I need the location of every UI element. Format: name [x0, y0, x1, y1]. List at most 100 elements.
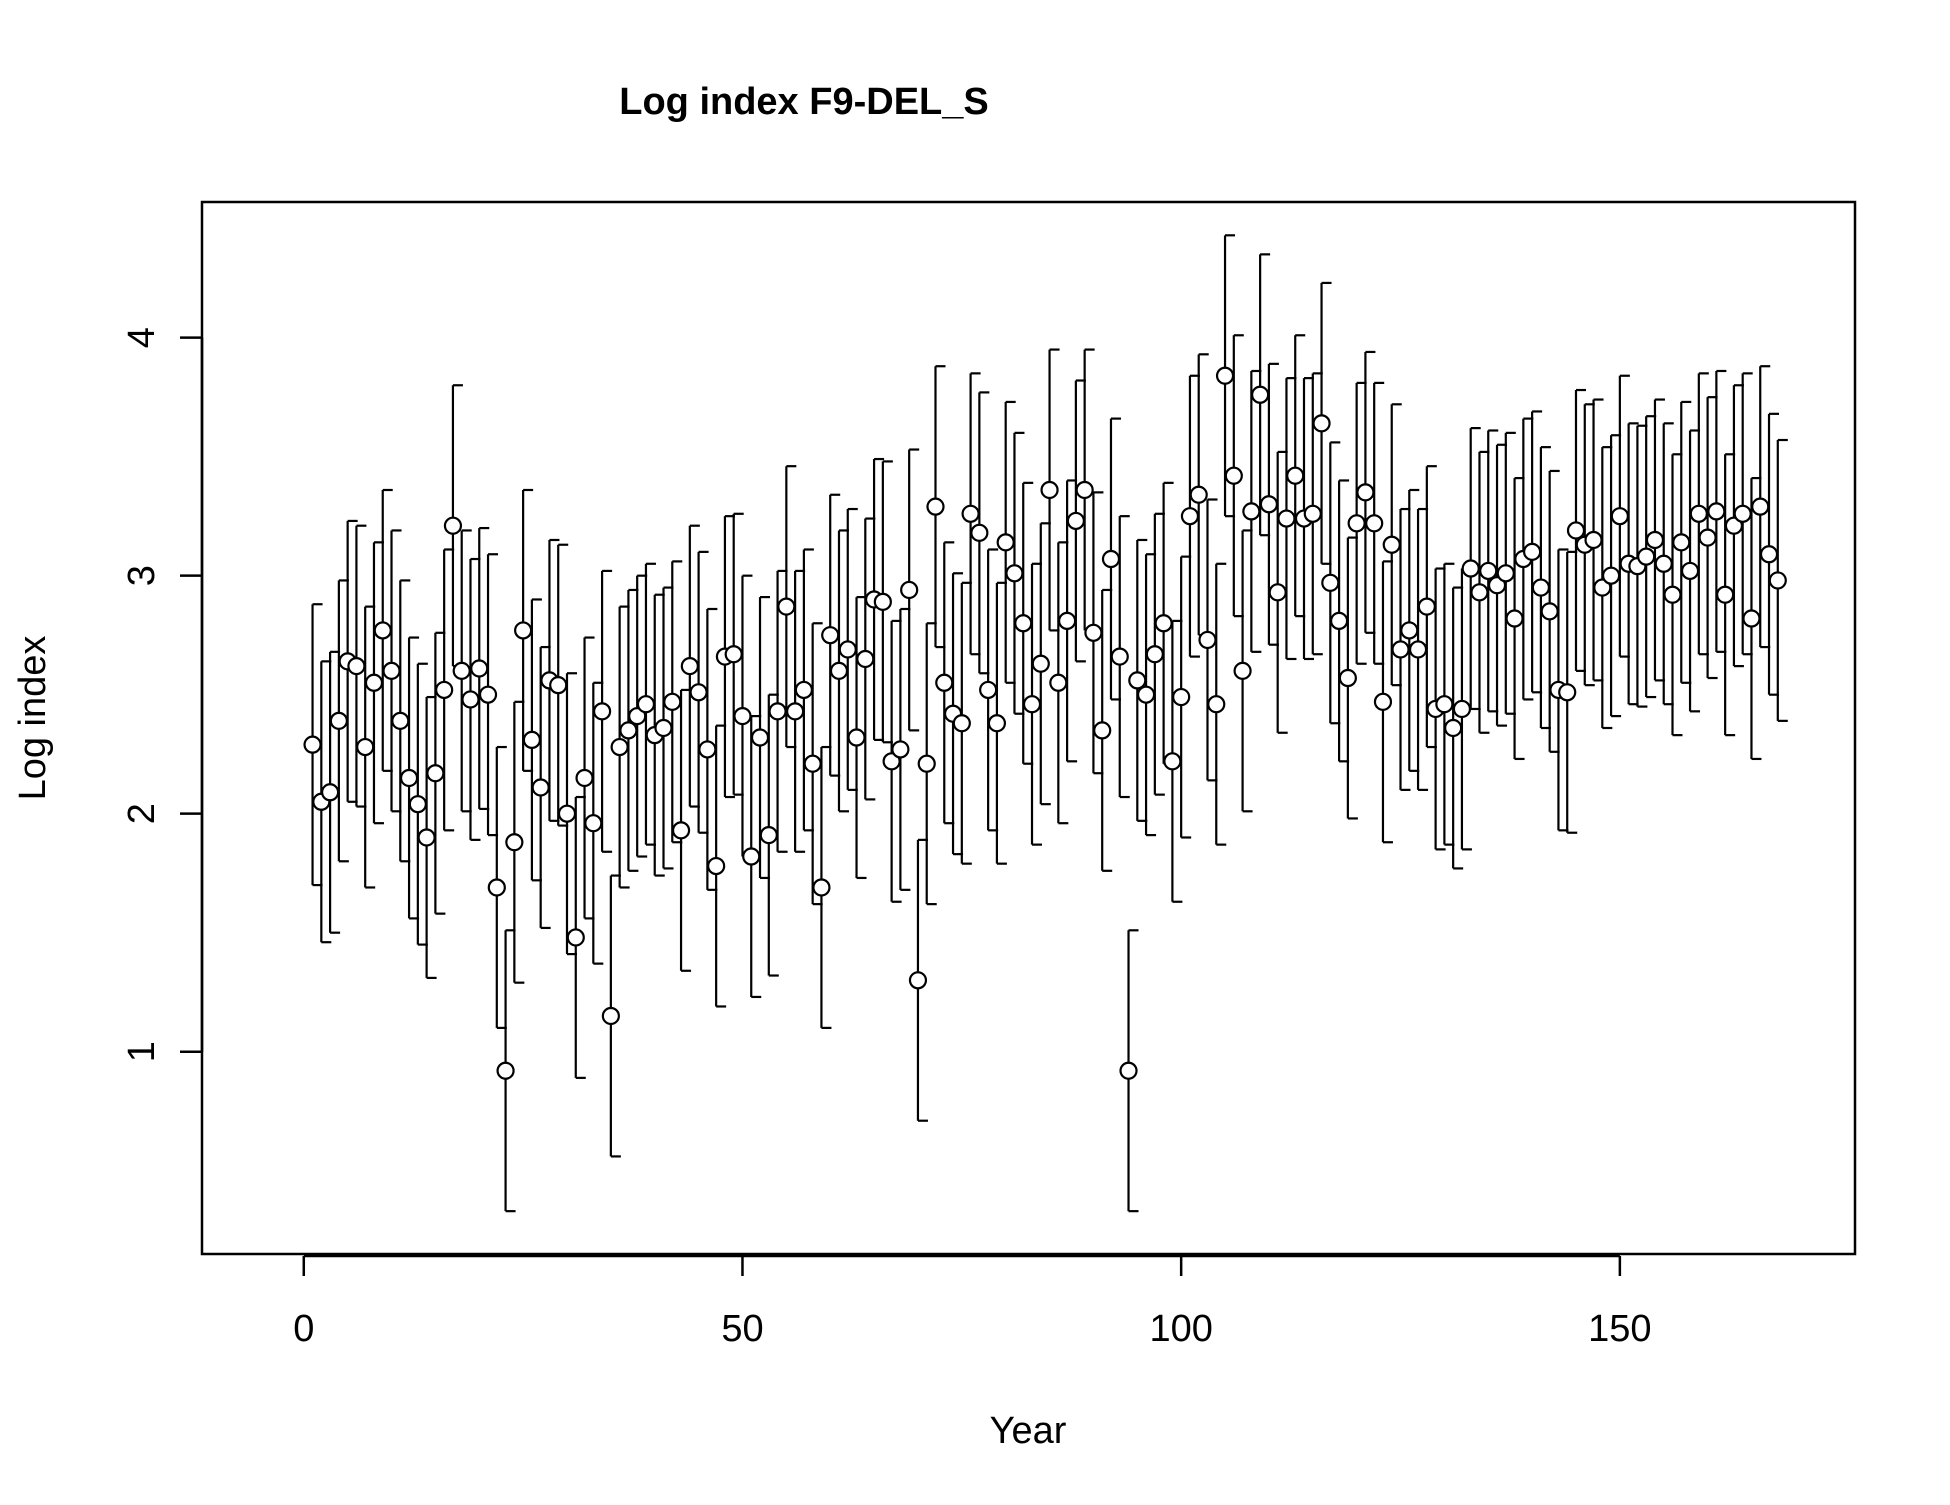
error-bars: [311, 234, 1788, 1213]
data-point: [1768, 571, 1787, 590]
data-point: [663, 692, 682, 711]
data-point: [1040, 480, 1059, 500]
data-point: [671, 821, 691, 840]
data-point: [1505, 609, 1524, 628]
data-point: [1145, 645, 1164, 664]
data-point: [356, 737, 375, 757]
data-point: [829, 661, 849, 680]
data-point: [320, 783, 340, 802]
data-point: [1558, 683, 1577, 702]
data-point: [1005, 564, 1024, 583]
data-point: [347, 657, 366, 676]
data-point: [496, 1061, 515, 1080]
data-point: [391, 711, 410, 730]
data-point: [1593, 578, 1612, 597]
data-point: [1496, 564, 1515, 583]
data-point: [812, 878, 831, 897]
data-point: [1277, 509, 1296, 528]
y-tick-label: 4: [121, 327, 163, 348]
data-point: [584, 814, 603, 833]
data-point: [777, 597, 796, 616]
data-point: [417, 828, 436, 847]
data-point: [1698, 528, 1717, 547]
data-point: [1101, 549, 1121, 569]
data-point: [838, 640, 857, 659]
data-point: [452, 661, 471, 680]
data-point: [856, 649, 875, 669]
data-point: [979, 680, 998, 700]
data-point: [1049, 673, 1068, 692]
data-point: [461, 690, 480, 709]
data-point: [961, 504, 980, 523]
data-point: [575, 768, 594, 788]
data-point: [505, 833, 524, 852]
x-tick-label: 150: [1588, 1308, 1651, 1350]
data-point: [1022, 695, 1042, 714]
data-point: [1233, 661, 1252, 680]
data-point: [926, 497, 945, 516]
data-point: [408, 795, 427, 814]
data-point: [1207, 695, 1226, 714]
data-point: [1584, 530, 1603, 550]
data-point: [1400, 621, 1419, 640]
data-point: [1672, 533, 1691, 552]
data-point: [399, 768, 419, 788]
data-point: [891, 740, 910, 759]
data-point: [487, 878, 506, 897]
data-point: [882, 752, 901, 771]
data-point: [1338, 668, 1357, 688]
data-point: [1724, 516, 1744, 535]
data-point: [786, 702, 805, 721]
data-point: [750, 728, 770, 747]
data-point: [1224, 466, 1243, 485]
data-point: [707, 856, 726, 876]
data-point: [768, 702, 787, 721]
x-tick-label: 50: [721, 1308, 763, 1350]
data-point: [1461, 559, 1480, 578]
data-point: [970, 523, 989, 542]
data-point: [1408, 640, 1428, 659]
data-points: [303, 366, 1787, 1080]
data-point: [935, 673, 954, 692]
data-point: [601, 1006, 620, 1026]
data-point: [1759, 545, 1779, 564]
data-point: [821, 626, 840, 645]
data-point: [759, 826, 778, 845]
data-point: [1479, 561, 1498, 581]
data-point: [1215, 366, 1235, 385]
data-point: [592, 702, 612, 721]
data-point: [1365, 514, 1384, 533]
data-point: [952, 714, 971, 733]
data-point: [1444, 718, 1463, 738]
data-point: [549, 676, 568, 695]
data-point: [373, 621, 392, 640]
data-point: [1189, 485, 1208, 504]
data-point: [1259, 495, 1279, 514]
data-point: [1084, 623, 1103, 642]
data-point: [566, 928, 585, 947]
data-point: [1198, 630, 1217, 650]
data-point: [1373, 692, 1393, 711]
data-point: [847, 728, 866, 747]
data-point: [531, 778, 550, 797]
data-point: [1716, 585, 1735, 604]
data-point: [557, 804, 577, 823]
data-point: [1014, 614, 1033, 633]
data-point: [382, 661, 401, 680]
data-point: [1540, 602, 1559, 621]
data-point: [514, 621, 533, 640]
data-point: [1066, 511, 1085, 531]
data-point: [478, 685, 498, 704]
data-point: [733, 706, 752, 726]
x-axis: 0 50 100 150: [293, 1254, 1652, 1350]
data-point: [654, 718, 673, 738]
data-point: [610, 737, 629, 757]
x-axis-label: Year: [990, 1410, 1067, 1452]
data-point: [1452, 699, 1472, 719]
data-point: [470, 659, 489, 678]
data-point: [1154, 614, 1173, 633]
y-axis-label: Log index: [12, 636, 54, 801]
data-point: [908, 971, 928, 990]
data-point: [364, 673, 384, 692]
data-point: [619, 721, 638, 740]
